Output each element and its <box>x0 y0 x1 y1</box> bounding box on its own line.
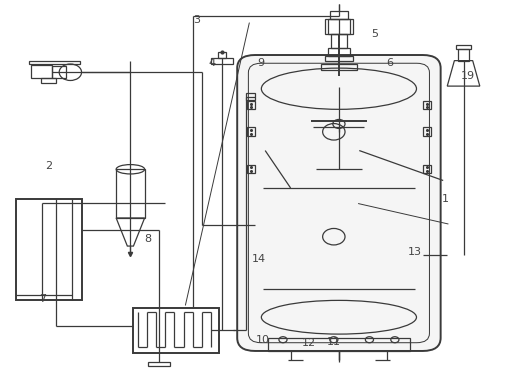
Text: 6: 6 <box>385 58 392 68</box>
Bar <box>327 48 349 56</box>
Bar <box>16 199 82 300</box>
Bar <box>455 45 470 49</box>
Bar <box>116 169 145 218</box>
Text: 14: 14 <box>251 254 266 264</box>
Bar <box>422 101 430 109</box>
Bar <box>210 58 233 64</box>
FancyBboxPatch shape <box>237 55 440 351</box>
Bar <box>422 165 430 173</box>
Bar <box>245 93 254 100</box>
Bar <box>217 52 225 58</box>
Text: 5: 5 <box>370 29 377 39</box>
Text: 2: 2 <box>45 161 52 171</box>
Text: 12: 12 <box>301 338 315 349</box>
Bar <box>422 127 430 136</box>
Bar <box>324 20 352 35</box>
Bar <box>41 78 55 83</box>
Text: 1: 1 <box>441 194 448 204</box>
Bar <box>324 56 352 61</box>
Bar <box>330 35 347 48</box>
Text: 9: 9 <box>257 58 264 68</box>
Bar <box>246 127 254 136</box>
Text: 8: 8 <box>145 233 152 244</box>
Text: 19: 19 <box>460 71 474 80</box>
Bar <box>458 49 468 61</box>
Bar <box>321 64 356 70</box>
Text: 11: 11 <box>326 337 340 347</box>
Bar <box>133 308 219 353</box>
Text: 7: 7 <box>39 294 46 303</box>
Bar <box>267 338 409 351</box>
Text: 10: 10 <box>255 335 269 345</box>
Bar <box>31 65 51 78</box>
Text: 4: 4 <box>208 58 215 68</box>
Bar <box>246 165 254 173</box>
Bar <box>51 66 66 78</box>
Bar <box>327 20 349 35</box>
Text: 3: 3 <box>192 15 200 25</box>
Bar <box>29 61 79 64</box>
Text: 13: 13 <box>407 247 421 257</box>
Bar <box>246 101 254 109</box>
Bar <box>329 11 348 20</box>
Bar <box>148 362 169 366</box>
